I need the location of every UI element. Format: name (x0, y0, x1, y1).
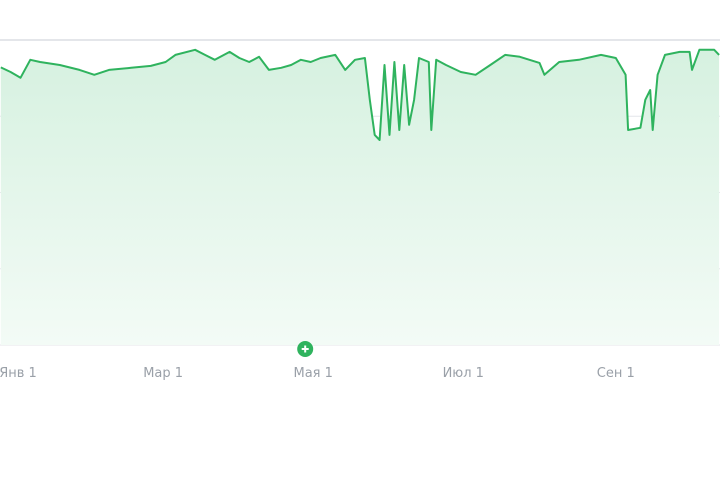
x-tick-label: Сен 1 (597, 366, 635, 381)
x-tick-label: Июл 1 (443, 366, 484, 381)
series-line (0, 48, 720, 141)
x-tick-label: Мар 1 (143, 366, 183, 381)
plus-glyph (301, 345, 309, 353)
series-area (0, 49, 720, 346)
x-tick-label: Янв 1 (0, 366, 37, 381)
annotation-marker[interactable] (297, 341, 314, 357)
x-tick-label: Мая 1 (293, 366, 332, 381)
x-axis: Янв 1 Мар 1 Мая 1 Июл 1 Сен 1 (0, 366, 635, 381)
